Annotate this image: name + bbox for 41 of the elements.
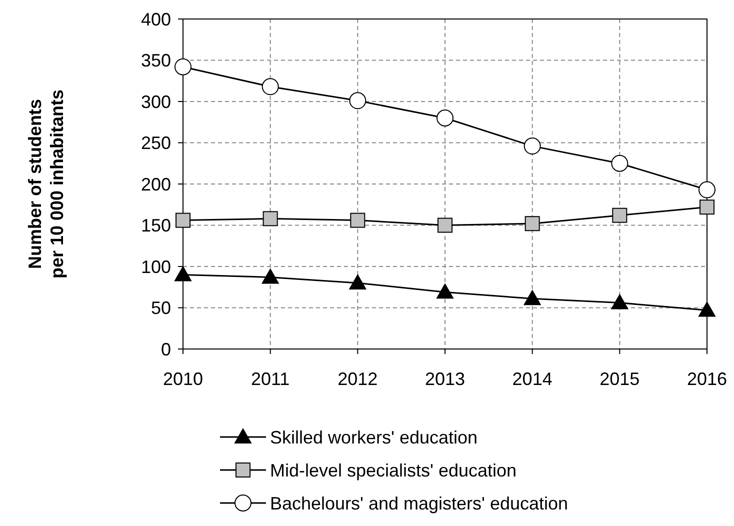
point [174, 58, 192, 76]
legend-label: Skilled workers' education [270, 427, 478, 448]
point [698, 181, 716, 198]
point [174, 266, 192, 282]
y-tick-label: 200 [140, 174, 171, 194]
point [700, 200, 714, 215]
x-tick-label: 2011 [250, 369, 290, 389]
point [612, 208, 628, 223]
legend-label: Mid-level specialists' education [270, 460, 517, 480]
point [611, 154, 628, 172]
x-tick-label: 2015 [600, 369, 640, 389]
point [349, 92, 366, 110]
x-tick-label: 2013 [424, 369, 466, 389]
point [438, 218, 452, 233]
point [611, 294, 628, 310]
x-tick-label: 2010 [162, 369, 204, 389]
legend-label: Bachelours' and magisters' education [270, 493, 568, 514]
point [524, 138, 541, 155]
point [436, 284, 454, 299]
point [262, 211, 278, 226]
x-tick-label: 2014 [512, 369, 552, 389]
point [349, 274, 366, 290]
point [698, 302, 716, 317]
point [176, 212, 190, 228]
x-tick-label: 2012 [338, 369, 378, 389]
point [524, 290, 541, 306]
y-tick-label: 250 [140, 133, 171, 154]
point [436, 110, 454, 126]
y-tick-label: 150 [140, 216, 171, 236]
y-tick-label: 300 [140, 92, 171, 112]
y-axis-title: Number of students per 10 000 inhabitants [25, 89, 67, 279]
y-tick-label: 400 [140, 9, 171, 30]
y-tick-label: 350 [140, 50, 171, 71]
point [262, 268, 279, 284]
x-tick-label: 2016 [686, 369, 728, 389]
point [350, 212, 366, 228]
point [262, 78, 279, 96]
y-tick-label: 100 [140, 256, 171, 277]
point [524, 216, 540, 232]
y-tick-label: 0 [160, 339, 171, 360]
y-tick-label: 50 [150, 298, 171, 318]
